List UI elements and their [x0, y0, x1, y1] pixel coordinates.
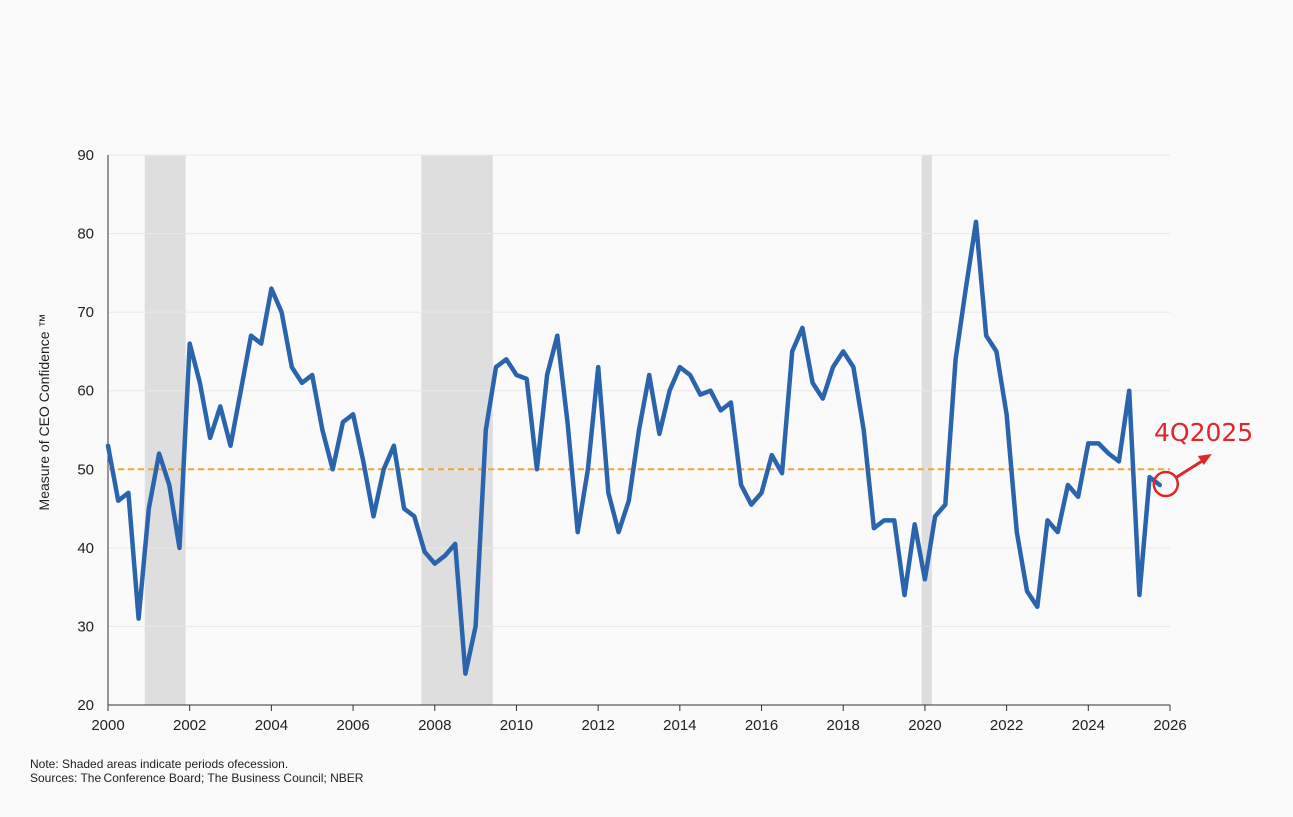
x-tick-label: 2010: [500, 717, 533, 734]
y-tick-label: 40: [77, 540, 94, 557]
y-tick-label: 60: [77, 383, 94, 400]
y-tick-label: 50: [77, 461, 94, 478]
annotation-arrow-head: [1197, 454, 1212, 465]
x-tick-label: 2018: [827, 717, 860, 734]
recession-shading: [144, 155, 932, 705]
recession-band: [921, 155, 932, 705]
x-tick-label: 2008: [418, 717, 451, 734]
axes: 20 30 40 50 60 70 80 90 2000 2002 2004 2006 2008 2010…: [77, 147, 1186, 734]
x-tick-label: 2026: [1153, 717, 1186, 734]
recession-band: [144, 155, 186, 705]
series-line: [105, 219, 1163, 676]
annotation-group: 4Q2025: [1152, 418, 1253, 498]
footnote-note: Note: Shaded areas indicate periods ofec…: [30, 757, 289, 771]
x-tick-label: 2004: [255, 717, 288, 734]
annotation-arrow-shaft: [1175, 458, 1205, 479]
x-tick-label: 2012: [581, 717, 614, 734]
y-tick-label: 80: [77, 226, 94, 243]
x-tick-label: 2020: [908, 717, 941, 734]
x-tick-label: 2016: [745, 717, 778, 734]
x-tick-label: 2022: [990, 717, 1023, 734]
y-tick-label: 20: [77, 697, 94, 714]
x-tick-label: 2000: [91, 717, 124, 734]
y-tick-label: 90: [77, 147, 94, 164]
series-group: [105, 219, 1163, 676]
annotation-label: 4Q2025: [1154, 418, 1253, 447]
x-tick-label: 2024: [1072, 717, 1105, 734]
y-axis-label: Measure of CEO Confidence ™: [36, 314, 52, 511]
x-tick-label: 2006: [336, 717, 369, 734]
annotation-circle: [1152, 470, 1180, 498]
footnote-sources: Sources: The Conference Board; The Busin…: [30, 771, 364, 785]
x-tick-label: 2002: [173, 717, 206, 734]
y-tick-label: 70: [77, 304, 94, 321]
recession-band: [421, 155, 493, 705]
x-tick-label: 2014: [663, 717, 696, 734]
gridlines: [108, 154, 1170, 706]
y-tick-label: 30: [77, 618, 94, 635]
